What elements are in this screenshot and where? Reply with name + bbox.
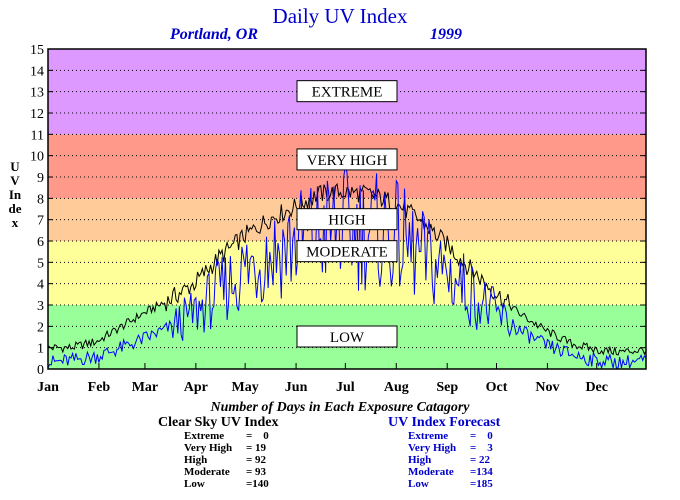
y-tick-label: 3 <box>37 299 44 314</box>
x-tick-label: Feb <box>88 380 111 395</box>
y-tick-label: 7 <box>37 214 44 229</box>
row-value: = 3 <box>470 442 493 454</box>
y-tick-label: 2 <box>37 320 44 335</box>
clear-sky-line <box>47 182 647 356</box>
x-tick-label: Jun <box>285 380 308 395</box>
x-tick-label: Mar <box>132 380 158 395</box>
row-value: = 19 <box>246 442 267 454</box>
row-name: Extreme <box>408 430 449 442</box>
band-label-text: EXTREME <box>312 85 383 101</box>
row-value: =185 <box>470 478 493 490</box>
y-tick-label: 1 <box>37 342 44 357</box>
row-value: = 22 <box>470 454 491 466</box>
band-label-box <box>296 325 398 348</box>
clear-sky-row: Low =140 <box>184 478 269 490</box>
row-value: =134 <box>470 466 493 478</box>
x-tick-label: Jan <box>37 380 59 395</box>
x-tick-label: Sep <box>436 380 458 395</box>
x-tick-label: Apr <box>184 380 208 395</box>
band-label-low: LOW <box>296 325 398 348</box>
x-tick-label: Nov <box>535 380 559 395</box>
band-label-box <box>296 240 398 263</box>
row-name: Moderate <box>184 466 230 478</box>
y-tick-label: 14 <box>30 64 44 79</box>
clear-sky-row: Very High = 19 <box>184 442 266 454</box>
y-tick-label: 9 <box>37 171 44 186</box>
forecast-row: Very High = 3 <box>408 442 493 454</box>
clear-sky-row: Extreme = 0 <box>184 430 269 442</box>
row-value: = 93 <box>246 466 267 478</box>
band-labels: LOW MODERATE HIGH VERY HIGH EXTREME <box>296 80 398 348</box>
band-label-box <box>296 80 398 103</box>
clear-sky-heading: Clear Sky UV Index <box>158 415 279 430</box>
row-name: High <box>184 454 208 466</box>
band-label-very-high: VERY HIGH <box>296 148 398 171</box>
row-name: Low <box>184 478 205 490</box>
x-tick-label: Dec <box>585 380 608 395</box>
location-label: Portland, OR <box>170 26 259 43</box>
row-name: Extreme <box>184 430 225 442</box>
band-label-text: MODERATE <box>306 245 388 261</box>
forecast-row: Extreme = 0 <box>408 430 493 442</box>
x-tick-label: Jul <box>336 380 355 395</box>
forecast-heading: UV Index Forecast <box>388 415 501 430</box>
band-label-moderate: MODERATE <box>296 240 398 263</box>
row-value: = 92 <box>246 454 267 466</box>
y-tick-label: 10 <box>30 150 44 165</box>
clear-sky-row: High = 92 <box>184 454 266 466</box>
y-tick-label: 13 <box>30 86 44 101</box>
forecast-row: High = 22 <box>408 454 490 466</box>
row-name: High <box>408 454 432 466</box>
series-lines <box>47 164 647 370</box>
band-label-text: VERY HIGH <box>307 153 388 169</box>
y-tick-label: 12 <box>30 107 44 122</box>
x-tick-label: May <box>232 380 259 395</box>
forecast-line <box>47 164 647 370</box>
y-tick-label: 4 <box>37 278 44 293</box>
band-label-extreme: EXTREME <box>296 80 398 103</box>
row-value: = 0 <box>246 430 269 442</box>
row-value: =140 <box>246 478 269 490</box>
forecast-row: Low =185 <box>408 478 493 490</box>
band-label-high: HIGH <box>296 208 398 231</box>
band-label-box <box>296 208 398 231</box>
band-label-box <box>296 148 398 171</box>
counts-title: Number of Days in Each Exposure Catagory <box>210 400 470 415</box>
row-name: Very High <box>408 442 457 454</box>
row-name: Moderate <box>408 466 454 478</box>
band-label-text: HIGH <box>328 213 366 229</box>
y-tick-label: 11 <box>31 128 44 143</box>
plot-frame <box>47 48 647 370</box>
chart-title: Daily UV Index <box>272 4 408 28</box>
row-name: Low <box>408 478 429 490</box>
y-tick-label: 0 <box>37 363 44 378</box>
y-axis-label: UV Index <box>8 159 22 230</box>
x-tick-label: Oct <box>486 380 508 395</box>
clear-sky-row: Moderate = 93 <box>184 466 266 478</box>
x-tick-label: Aug <box>384 380 409 395</box>
y-tick-label: 6 <box>37 235 44 250</box>
year-label: 1999 <box>430 26 462 43</box>
y-tick-label: 8 <box>37 192 44 207</box>
row-name: Very High <box>184 442 233 454</box>
y-tick-label: 5 <box>37 256 44 271</box>
forecast-row: Moderate =134 <box>408 466 493 478</box>
band-label-text: LOW <box>330 330 365 346</box>
y-tick-label: 15 <box>30 43 44 58</box>
row-value: = 0 <box>470 430 493 442</box>
